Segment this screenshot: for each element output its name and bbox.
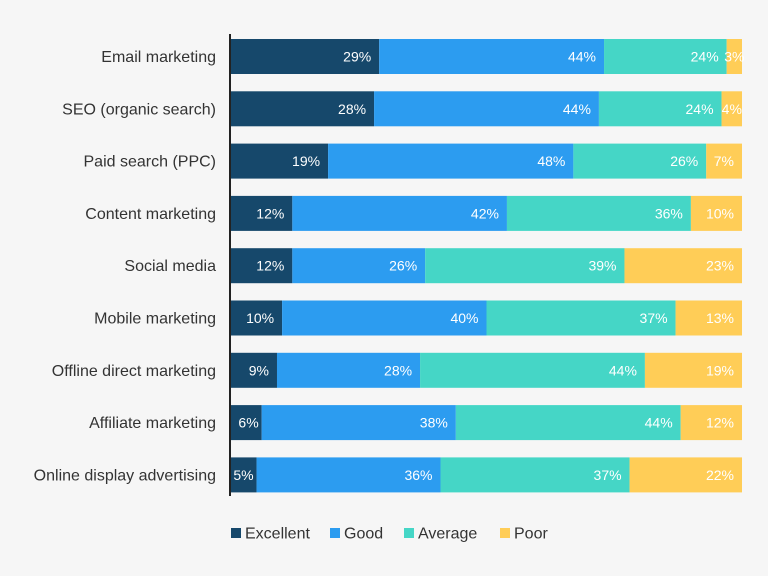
bar-seo-organic-search-average bbox=[598, 91, 722, 127]
bar-paid-search-ppc-average bbox=[573, 143, 707, 179]
value-label-offline-direct-marketing-good: 28% bbox=[384, 362, 412, 378]
bar-affiliate-marketing-excellent bbox=[231, 405, 262, 441]
value-label-offline-direct-marketing-poor: 19% bbox=[706, 362, 734, 378]
bar-content-marketing-excellent bbox=[231, 195, 293, 231]
value-label-mobile-marketing-poor: 13% bbox=[706, 310, 734, 326]
category-label-paid-search-ppc: Paid search (PPC) bbox=[84, 154, 217, 171]
bar-social-media-excellent bbox=[231, 248, 293, 284]
bar-seo-organic-search-excellent bbox=[231, 91, 375, 127]
category-label-seo-organic-search: SEO (organic search) bbox=[62, 101, 216, 118]
legend-label-good: Good bbox=[344, 526, 383, 543]
bar-content-marketing-poor bbox=[690, 195, 742, 231]
value-label-paid-search-ppc-good: 48% bbox=[537, 153, 565, 169]
category-labels-group: Email marketing SEO (organic search) Paid … bbox=[34, 49, 216, 484]
value-label-online-display-advertising-good: 36% bbox=[404, 467, 432, 483]
bar-affiliate-marketing-average bbox=[455, 405, 681, 441]
category-label-content-marketing: Content marketing bbox=[85, 206, 216, 223]
bar-seo-organic-search-poor bbox=[721, 91, 742, 127]
value-label-content-marketing-excellent: 12% bbox=[256, 205, 284, 221]
bar-affiliate-marketing-good bbox=[261, 405, 456, 441]
value-label-affiliate-marketing-average: 44% bbox=[645, 415, 673, 431]
bar-online-display-advertising-poor bbox=[629, 457, 742, 493]
value-label-affiliate-marketing-poor: 12% bbox=[706, 415, 734, 431]
value-label-social-media-average: 39% bbox=[588, 258, 616, 274]
value-label-email-marketing-excellent: 29% bbox=[343, 49, 371, 65]
category-label-affiliate-marketing: Affiliate marketing bbox=[89, 415, 216, 432]
value-label-seo-organic-search-excellent: 28% bbox=[338, 101, 366, 117]
category-label-online-display-advertising: Online display advertising bbox=[34, 467, 216, 484]
category-label-offline-direct-marketing: Offline direct marketing bbox=[52, 363, 216, 380]
legend-label-excellent: Excellent bbox=[245, 526, 310, 543]
legend-swatch-excellent bbox=[231, 528, 241, 538]
legend-label-poor: Poor bbox=[514, 526, 548, 543]
value-label-paid-search-ppc-average: 26% bbox=[670, 153, 698, 169]
bar-online-display-advertising-excellent bbox=[231, 457, 257, 493]
bar-paid-search-ppc-poor bbox=[706, 143, 742, 179]
value-label-offline-direct-marketing-excellent: 9% bbox=[249, 362, 269, 378]
bar-email-marketing-good bbox=[379, 39, 605, 74]
value-label-social-media-good: 26% bbox=[389, 258, 417, 274]
bar-content-marketing-average bbox=[506, 195, 691, 231]
bar-content-marketing-good bbox=[292, 195, 507, 231]
bar-social-media-poor bbox=[624, 248, 742, 284]
value-label-email-marketing-poor: 3% bbox=[724, 49, 744, 65]
value-label-seo-organic-search-average: 24% bbox=[686, 101, 714, 117]
value-label-affiliate-marketing-good: 38% bbox=[420, 415, 448, 431]
value-label-paid-search-ppc-excellent: 19% bbox=[292, 153, 320, 169]
bar-seo-organic-search-good bbox=[374, 91, 599, 127]
value-label-email-marketing-average: 24% bbox=[691, 49, 719, 65]
bar-offline-direct-marketing-excellent bbox=[231, 352, 277, 388]
value-label-online-display-advertising-poor: 22% bbox=[706, 467, 734, 483]
bar-email-marketing-average bbox=[604, 39, 727, 74]
bar-offline-direct-marketing-poor bbox=[644, 352, 742, 388]
value-label-affiliate-marketing-excellent: 6% bbox=[238, 415, 258, 431]
value-label-online-display-advertising-average: 37% bbox=[594, 467, 622, 483]
value-label-social-media-poor: 23% bbox=[706, 258, 734, 274]
bar-social-media-average bbox=[425, 248, 625, 284]
legend-swatch-good bbox=[330, 528, 340, 538]
bar-affiliate-marketing-poor bbox=[680, 405, 742, 441]
bar-mobile-marketing-good bbox=[282, 300, 487, 336]
bar-social-media-good bbox=[292, 248, 426, 284]
bars-group: 29% 44% 24% 3% 28% 44% 24% 4% 19% 48% 26% 7% 12% 42% 3… bbox=[231, 39, 744, 493]
legend-swatch-poor bbox=[500, 528, 510, 538]
bar-email-marketing-poor bbox=[726, 39, 742, 74]
bar-mobile-marketing-poor bbox=[675, 300, 742, 336]
bar-offline-direct-marketing-good bbox=[276, 352, 421, 388]
value-label-content-marketing-average: 36% bbox=[655, 205, 683, 221]
value-label-seo-organic-search-poor: 4% bbox=[722, 101, 742, 117]
bar-online-display-advertising-average bbox=[440, 457, 630, 493]
legend-swatch-average bbox=[404, 528, 414, 538]
value-label-content-marketing-good: 42% bbox=[471, 205, 499, 221]
bar-offline-direct-marketing-average bbox=[420, 352, 645, 388]
value-label-social-media-excellent: 12% bbox=[256, 258, 284, 274]
value-label-content-marketing-poor: 10% bbox=[706, 205, 734, 221]
bar-online-display-advertising-good bbox=[256, 457, 441, 493]
value-label-paid-search-ppc-poor: 7% bbox=[714, 153, 734, 169]
legend: Excellent Good Average Poor bbox=[231, 526, 548, 543]
value-label-mobile-marketing-good: 40% bbox=[450, 310, 478, 326]
bar-email-marketing-excellent bbox=[231, 39, 380, 74]
value-label-seo-organic-search-good: 44% bbox=[563, 101, 591, 117]
value-label-mobile-marketing-excellent: 10% bbox=[246, 310, 274, 326]
category-label-social-media: Social media bbox=[124, 258, 216, 275]
legend-label-average: Average bbox=[418, 526, 477, 543]
category-label-email-marketing: Email marketing bbox=[101, 49, 216, 66]
bar-paid-search-ppc-good bbox=[328, 143, 574, 179]
bar-mobile-marketing-excellent bbox=[231, 300, 283, 336]
category-label-mobile-marketing: Mobile marketing bbox=[94, 311, 216, 328]
bar-mobile-marketing-average bbox=[486, 300, 676, 336]
value-label-mobile-marketing-average: 37% bbox=[640, 310, 668, 326]
value-label-online-display-advertising-excellent: 5% bbox=[233, 467, 253, 483]
value-label-offline-direct-marketing-average: 44% bbox=[609, 362, 637, 378]
bar-paid-search-ppc-excellent bbox=[231, 143, 329, 179]
value-label-email-marketing-good: 44% bbox=[568, 49, 596, 65]
